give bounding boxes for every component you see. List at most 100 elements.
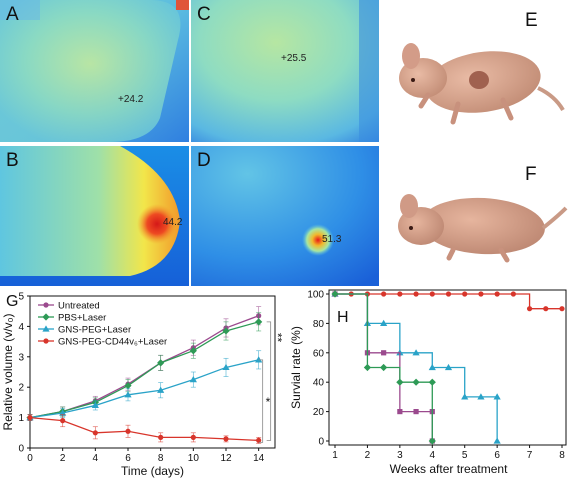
mouse-illustration-e	[399, 43, 565, 125]
thermal-map-d	[191, 146, 379, 286]
x-tick-label: 2	[365, 450, 371, 461]
x-tick-label: 10	[188, 453, 200, 464]
panel-label-e: E	[525, 10, 538, 31]
data-point	[331, 290, 339, 298]
data-point	[462, 291, 468, 297]
data-point	[381, 291, 387, 297]
legend-label: PBS+Laser	[58, 313, 106, 324]
y-tick-label: 20	[313, 407, 325, 418]
y-tick-label: 100	[307, 290, 324, 301]
x-tick-label: 4	[93, 453, 99, 464]
y-axis-label: Survial rate (%)	[290, 326, 303, 409]
panel-label-b: B	[6, 150, 19, 171]
x-tick-label: 2	[60, 453, 66, 464]
y-tick-label: 40	[313, 378, 325, 389]
y-tick-label: 0	[18, 444, 24, 455]
data-point	[428, 378, 436, 386]
data-point	[412, 349, 420, 356]
significance-bracket-outer	[266, 321, 272, 441]
temperature-readout-b: 44.2	[163, 217, 183, 228]
panel-label-c: C	[197, 4, 211, 25]
data-point	[428, 437, 436, 445]
survival-step-line	[335, 293, 562, 310]
thermal-map-b	[0, 146, 189, 286]
thermal-map-a	[0, 0, 189, 142]
x-tick-label: 6	[494, 450, 500, 461]
legend-marker	[43, 338, 49, 344]
x-axis-label: Time (days)	[121, 464, 184, 478]
y-axis-label: Relative volume (v/v₀)	[1, 313, 15, 430]
mouse-photo-e: E	[383, 0, 568, 142]
legend-marker	[42, 325, 50, 332]
x-tick-label: 12	[220, 453, 232, 464]
x-tick-label: 7	[527, 450, 533, 461]
y-tick-label: 5	[18, 292, 24, 303]
data-point	[60, 418, 66, 424]
x-axis-label: Weeks after treatment	[390, 462, 508, 476]
data-point	[256, 437, 262, 443]
data-point	[397, 409, 403, 415]
data-point	[157, 359, 165, 367]
series-line	[29, 321, 259, 419]
data-point	[27, 415, 33, 421]
significance-mark-single: *	[266, 395, 271, 409]
y-tick-label: 3	[18, 352, 24, 363]
y-tick-label: 4	[18, 322, 24, 333]
data-point	[157, 386, 165, 393]
data-point	[380, 363, 388, 372]
x-tick-label: 8	[559, 450, 565, 461]
data-point	[494, 291, 500, 297]
survival-step-line	[335, 293, 433, 441]
data-point	[461, 393, 469, 400]
data-point	[124, 391, 132, 398]
plot-frame	[29, 295, 276, 449]
x-tick-label: 6	[125, 453, 131, 464]
series-line	[29, 359, 259, 419]
data-point	[526, 306, 533, 312]
mouse-photo-f: F	[383, 146, 568, 286]
x-tick-label: 0	[27, 453, 33, 464]
data-point	[125, 428, 131, 434]
panel-label-g: G	[6, 293, 18, 310]
data-point	[477, 393, 485, 400]
data-point	[493, 393, 501, 400]
temperature-readout-d: 51.3	[322, 234, 342, 245]
y-tick-label: 0	[318, 437, 324, 448]
y-tick-label: 1	[18, 413, 24, 424]
data-point	[413, 291, 419, 297]
survival-step-line	[335, 293, 498, 441]
x-tick-label: 3	[397, 450, 403, 461]
legend-label: Untreated	[58, 301, 100, 312]
plot-frame	[328, 289, 567, 446]
data-point	[478, 291, 484, 297]
data-point	[428, 363, 436, 371]
legend-label: GNS-PEG+Laser	[58, 325, 131, 336]
data-point	[189, 376, 197, 383]
x-tick-label: 8	[158, 453, 164, 464]
data-point	[59, 409, 67, 416]
data-point	[92, 430, 98, 436]
data-point	[381, 350, 387, 356]
legend-label: GNS-PEG-CD44v₆+Laser	[58, 337, 167, 348]
series-line	[29, 416, 259, 442]
temperature-readout-c: +25.5	[281, 53, 307, 64]
data-point	[222, 363, 230, 371]
data-point	[91, 401, 99, 409]
data-point	[559, 306, 565, 312]
data-point	[363, 363, 372, 372]
thermal-image-a: A +24.2	[0, 0, 189, 142]
data-point	[543, 306, 549, 312]
panel-label-a: A	[6, 4, 19, 25]
thermal-image-b: B 44.2	[0, 146, 189, 286]
x-tick-label: 4	[430, 450, 436, 461]
legend-marker	[42, 313, 50, 321]
data-point	[223, 436, 229, 442]
x-tick-label: 1	[332, 450, 338, 461]
data-point	[493, 437, 501, 444]
mouse-illustration-f	[398, 194, 568, 263]
legend-marker	[43, 302, 49, 308]
significance-mark-double: **	[271, 333, 285, 343]
panel-label-h: H	[337, 309, 349, 326]
y-tick-label: 60	[313, 348, 325, 359]
